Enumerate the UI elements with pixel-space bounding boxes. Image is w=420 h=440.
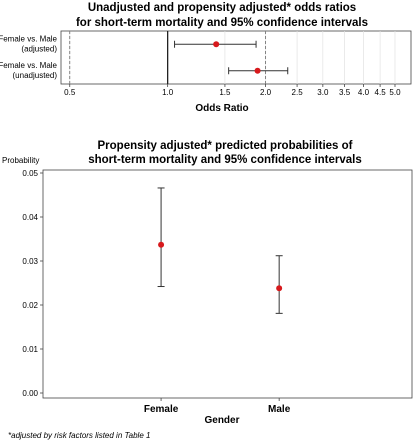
forest-tick-label: 4.5 <box>375 88 387 97</box>
forest-tick-label: 1.5 <box>219 88 231 97</box>
prob-category <box>275 255 283 314</box>
prob-title-line-2: short-term mortality and 95% confidence … <box>88 154 362 166</box>
forest-tick-label: 3.5 <box>339 88 351 97</box>
forest-tick-label: 1.0 <box>162 88 174 97</box>
forest-row-label: Female vs. Male <box>0 61 58 70</box>
prob-y-tick-label: 0.03 <box>22 257 38 266</box>
forest-row-label: (unadjusted) <box>13 71 58 80</box>
forest-row-label: Female vs. Male <box>0 34 58 43</box>
forest-title-line-1: Unadjusted and propensity adjusted* odds… <box>88 2 356 14</box>
forest-plot: Unadjusted and propensity adjusted* odds… <box>0 2 412 114</box>
prob-y-axis-label: Probability <box>2 156 39 165</box>
prob-x-tick-label: Male <box>268 404 291 415</box>
forest-tick-label: 5.0 <box>389 88 401 97</box>
prob-y-tick-label: 0.01 <box>22 345 38 354</box>
forest-x-axis-label: Odds Ratio <box>195 103 248 114</box>
forest-row: Female vs. Male(adjusted) <box>0 34 257 53</box>
forest-tick-label: 3.0 <box>317 88 329 97</box>
prob-category <box>157 187 165 288</box>
prob-y-tick-label: 0.05 <box>22 169 38 178</box>
prob-estimate-point <box>276 285 283 292</box>
forest-estimate-point <box>254 67 261 74</box>
forest-estimate-point <box>213 41 220 48</box>
prob-plot-frame <box>42 169 413 399</box>
forest-tick-label: 2.5 <box>292 88 304 97</box>
prob-x-axis-label: Gender <box>204 415 239 426</box>
prob-title-line-1: Propensity adjusted* predicted probabili… <box>98 140 353 152</box>
prob-x-tick-label: Female <box>144 404 179 415</box>
prob-y-tick-label: 0.04 <box>22 213 38 222</box>
forest-plot-frame <box>60 30 412 85</box>
footnote: *adjusted by risk factors listed in Tabl… <box>8 431 150 440</box>
prob-estimate-point <box>158 241 165 248</box>
forest-tick-label: 0.5 <box>64 88 76 97</box>
forest-row-label: (adjusted) <box>21 44 57 53</box>
forest-tick-label: 2.0 <box>260 88 272 97</box>
forest-title-line-2: for short-term mortality and 95% confide… <box>76 17 368 29</box>
prob-x-ticks: Female Male <box>144 398 291 415</box>
prob-y-ticks: 0.00 0.01 0.02 0.03 0.04 0.05 <box>22 169 43 398</box>
forest-gridlines <box>69 31 396 84</box>
forest-tick-label: 4.0 <box>358 88 370 97</box>
prob-y-tick-label: 0.00 <box>22 389 38 398</box>
forest-row: Female vs. Male(unadjusted) <box>0 61 289 80</box>
forest-x-ticks: 0.5 1.0 1.5 2.0 2.5 3.0 3.5 4.0 4.5 5.0 <box>64 84 401 97</box>
forest-rows: Female vs. Male(adjusted)Female vs. Male… <box>0 34 289 80</box>
prob-y-tick-label: 0.02 <box>22 301 38 310</box>
probability-plot: Propensity adjusted* predicted probabili… <box>2 140 413 426</box>
prob-points <box>157 187 283 314</box>
